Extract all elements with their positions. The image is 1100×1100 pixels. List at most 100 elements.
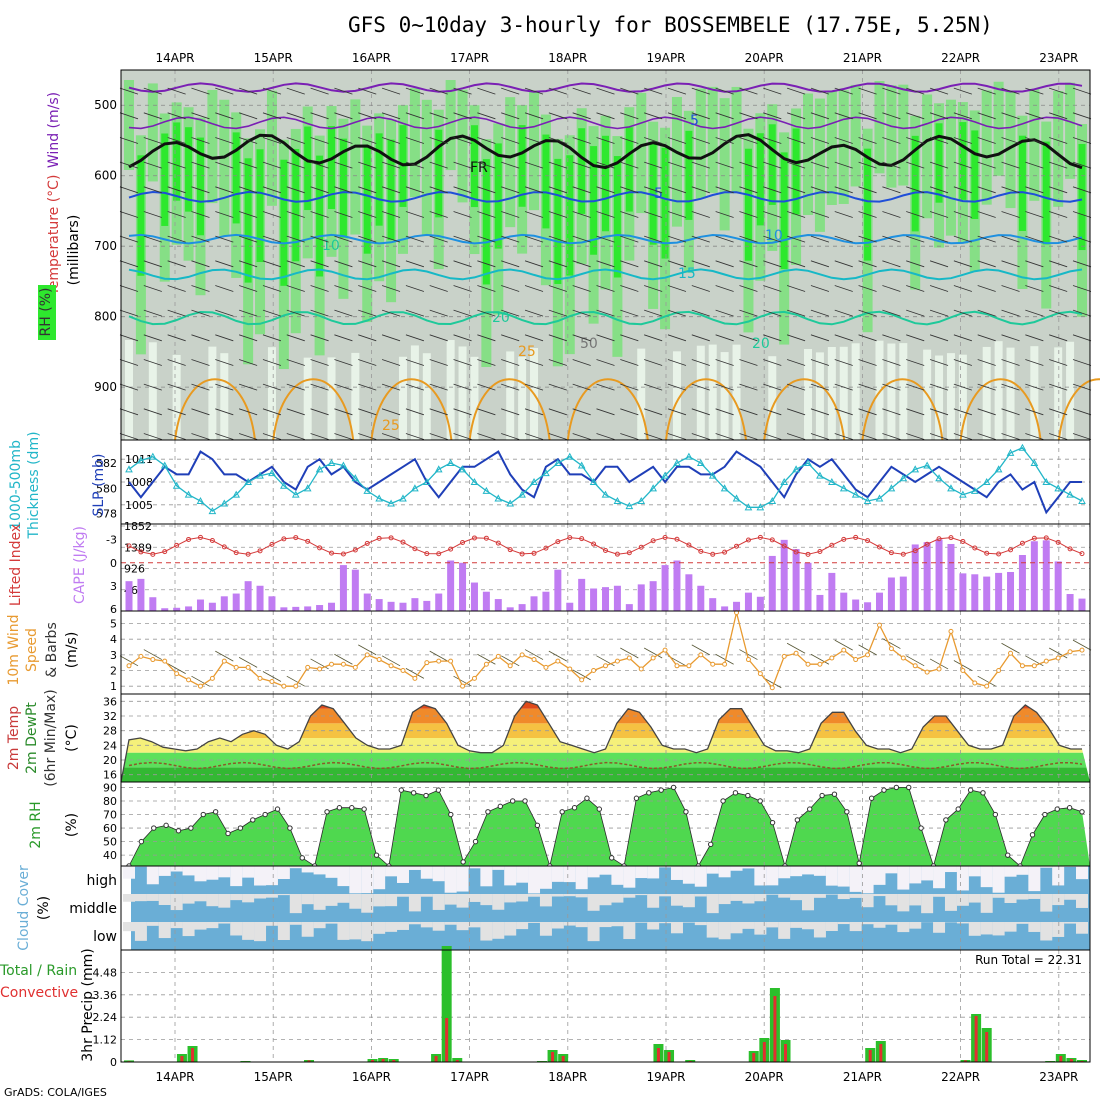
wind-barb [310,235,329,243]
cloud-cell [611,866,624,885]
cloud-cell [194,894,207,902]
wind-barb [691,309,710,317]
wind-barb [1072,161,1092,169]
rh-band-high [375,133,383,226]
wind-barb [810,408,830,416]
wind-barb [715,433,734,440]
precip-convective-bar [180,1056,184,1062]
cape-bar [852,599,860,611]
rh-point [336,805,343,811]
wind-barb [358,408,377,416]
wind-barb [167,112,186,120]
wind-barb [524,161,544,169]
rh-point [373,852,380,858]
cloud-cell [230,866,243,887]
wind10m-barb [786,642,806,654]
precip-convective-bar [445,1018,449,1062]
wind10m-barb [763,677,782,689]
cloud-cell [194,922,207,930]
wind10m-barb [906,655,925,667]
wind-barb [191,309,210,317]
cloud-cell [980,866,993,888]
thickness-point [708,471,717,479]
wind10m-point [531,657,537,663]
isotherm-label: 20 [752,336,770,352]
wind-barb [1072,285,1092,292]
cloud-cell [837,866,850,887]
rh-band-dry [1006,347,1015,440]
wind10m-barb [405,667,425,679]
wind-barb [882,186,901,194]
wind-barb [429,309,448,317]
cape-bar [423,600,431,611]
wind-barb [906,235,925,243]
cloud-cell [635,894,648,896]
temperature-contour-25 [665,378,747,441]
wind-barb [691,186,710,194]
wind-barb [1025,161,1044,169]
cloud-cell [670,922,683,934]
wind-barb [667,137,687,144]
thickness-point [554,458,562,466]
thickness-point [339,461,348,469]
wind-barb [548,309,567,317]
cloud-cell [849,866,862,892]
wind10m-point [674,663,680,669]
cloud-cell [1076,922,1088,934]
rh-band-dry [696,345,705,440]
rh-band-high [304,126,312,211]
wind-barb [1072,408,1092,416]
cloud-cell [444,922,457,925]
li-point [1008,547,1014,553]
wind10m-point [293,683,299,689]
wind-barb [453,112,472,120]
rh-band-dry [946,353,955,440]
rh-band-high [554,158,562,284]
rh-point [683,809,689,815]
wind-barb [953,309,973,317]
rh-band [1053,91,1064,207]
rh-point [299,855,305,861]
precip-convective-bar [381,1059,385,1062]
rh-band-dry [720,352,729,440]
wind10m-point [174,671,180,677]
cloud-cell [432,866,445,882]
wind-barb [906,383,925,391]
cape-bar [935,539,943,611]
wind-barb [143,383,162,391]
thickness-point [565,452,574,460]
rh-point [472,838,479,845]
cape-bar [1078,598,1086,611]
wind-barb [596,433,615,440]
temperature-line [120,700,1082,783]
cape-bar [602,587,609,611]
rh-band [838,90,849,204]
cloud-cell [528,922,541,923]
cloud-cell [361,922,374,942]
wind-barb [739,235,758,243]
total-rain-legend-label: Total / Rain [0,963,77,979]
rh-legend-label: RH (%) [38,288,54,337]
wind10m-point [1067,649,1073,655]
temperature-tick-label: 20 [103,754,117,767]
cape-bar [554,569,562,611]
wind-barb [310,334,329,342]
wind-barb [381,137,401,144]
dewpoint-line [128,761,1083,770]
wind-barb [191,211,210,218]
cape-bar [959,573,967,611]
wind-barb [739,87,758,95]
cloud-cell [528,866,541,894]
wind-barb [334,285,353,292]
wind-barb [644,433,663,440]
wind-barb [286,408,305,416]
cloud-cell [730,922,743,934]
wind10m-barb [834,639,853,651]
wind-barb [1049,87,1068,95]
li-point [317,545,323,551]
wind-barb [358,383,377,391]
wind10m-point [448,658,454,664]
cloud-cell [730,866,743,871]
cloud-cell [635,922,648,923]
